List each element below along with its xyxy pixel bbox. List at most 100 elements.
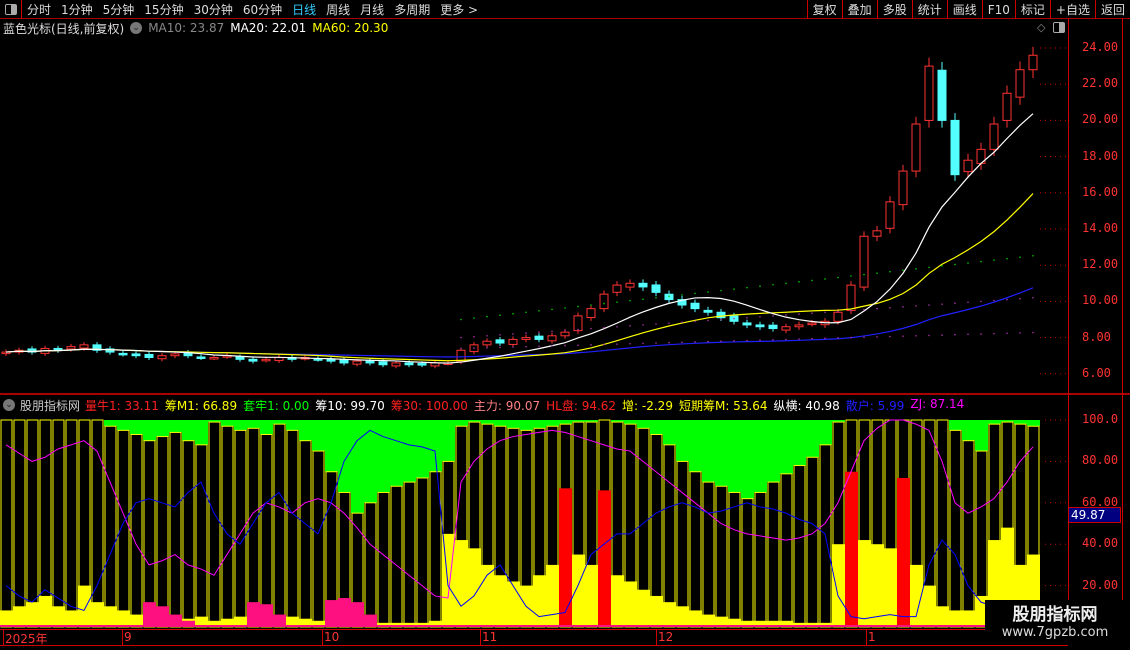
main-force-fill [793, 622, 806, 627]
tab-period-5[interactable]: 60分钟 [242, 2, 283, 17]
candle-body [898, 170, 908, 206]
diamond-icon[interactable]: ◇ [1037, 21, 1046, 34]
candle [1002, 85, 1012, 128]
price-tick-label: 12.00 [1082, 257, 1119, 272]
candle-body [625, 282, 635, 288]
dotted-support-mark [551, 345, 553, 347]
tab-period-6[interactable]: 日线 [292, 2, 317, 17]
main-force-fill [741, 620, 754, 627]
main-force-fill [195, 616, 208, 627]
candle-body [157, 355, 167, 360]
candle-body [781, 326, 791, 331]
candle [885, 196, 895, 234]
dotted-support-mark [707, 319, 709, 322]
indicator-bar [884, 419, 897, 628]
candle-body [118, 352, 128, 356]
main-force-fill [884, 548, 897, 627]
toolbar-button-4[interactable]: 画线 [946, 0, 982, 19]
green-area [117, 420, 130, 431]
tab-period-3[interactable]: 15分钟 [144, 2, 184, 17]
dotted-support-mark [655, 296, 657, 299]
candle-body [248, 358, 258, 362]
legend-item: 筹30: 100.00 [390, 398, 468, 413]
green-area [143, 420, 156, 441]
panel-toggle-icon[interactable] [1053, 22, 1065, 33]
green-area [156, 420, 169, 437]
dotted-support-mark [577, 344, 579, 347]
toolbar-button-2[interactable]: 多股 [876, 0, 912, 19]
dotted-support-mark [694, 320, 696, 323]
tab-period-9[interactable]: 多周期 [394, 2, 431, 17]
tab-period-0[interactable]: 分时 [27, 2, 52, 17]
tab-period-2[interactable]: 5分钟 [102, 2, 135, 17]
dotted-support-mark [460, 318, 462, 321]
main-force-fill [910, 564, 923, 627]
candle [794, 321, 804, 330]
candle [651, 281, 661, 297]
green-area [585, 420, 598, 423]
indicator-bar [390, 420, 403, 628]
right-side-strip[interactable] [1122, 19, 1130, 631]
indicator-bar [520, 420, 533, 628]
main-force-fill [0, 610, 13, 627]
toolbar-button-3[interactable]: 统计 [911, 0, 947, 19]
green-area [260, 420, 273, 435]
chip-bar [936, 419, 949, 628]
dotted-support-mark [980, 300, 982, 303]
indicator-bar [156, 420, 169, 628]
chip-bar [793, 465, 806, 628]
dotted-support-mark [902, 335, 904, 337]
dotted-support-mark [525, 345, 527, 348]
tab-period-7[interactable]: 周线 [326, 2, 351, 17]
dotted-support-mark [538, 331, 540, 333]
tab-period-1[interactable]: 1分钟 [61, 2, 93, 17]
toolbar-button-5[interactable]: F10 [981, 0, 1015, 19]
dotted-support-mark [668, 295, 670, 298]
chevron-down-icon[interactable]: ⌄ [130, 22, 143, 34]
candle-body [495, 339, 505, 344]
toolbar-button-1[interactable]: 叠加 [841, 0, 877, 19]
dotted-support-mark [980, 333, 982, 335]
dotted-support-mark [629, 342, 631, 345]
candle [157, 353, 167, 362]
toolbar-button-8[interactable]: 返回 [1094, 0, 1130, 19]
legend-item: 散户: 5.99 [845, 398, 905, 413]
candle-body [833, 311, 843, 322]
candle-body [1015, 69, 1025, 98]
toolbar-button-0[interactable]: 复权 [806, 0, 842, 19]
price-tick-label: 8.00 [1082, 329, 1111, 344]
dotted-support-mark [876, 336, 878, 338]
main-force-fill [715, 616, 728, 627]
main-force-fill [780, 620, 793, 627]
main-force-fill [312, 620, 325, 627]
pane-divider[interactable] [0, 393, 1130, 395]
green-area [234, 420, 247, 431]
tab-period-4[interactable]: 30分钟 [193, 2, 233, 17]
dotted-support-mark [785, 338, 787, 341]
candle-body [365, 360, 375, 364]
legend-item: 筹10: 99.70 [315, 398, 385, 413]
toolbar-button-7[interactable]: +自选 [1049, 0, 1095, 19]
price-tick-label: 18.00 [1082, 148, 1119, 163]
dotted-support-mark [525, 332, 527, 334]
dotted-support-mark [499, 314, 501, 316]
dotted-support-mark [876, 272, 878, 274]
dotted-support-mark [473, 317, 475, 319]
chevron-down-icon[interactable]: ⌄ [3, 399, 15, 411]
green-area [442, 420, 455, 462]
indicator-chart[interactable] [0, 395, 1068, 629]
tab-period-10[interactable]: 更多 > [440, 2, 479, 17]
indicator-bar [416, 420, 429, 628]
dotted-support-mark [1006, 257, 1008, 260]
indicator-bar [871, 419, 884, 628]
price-chart[interactable] [0, 37, 1068, 393]
main-force-fill [611, 575, 624, 627]
indicator-bar [195, 420, 208, 628]
zj-line [5, 419, 1034, 599]
candle-body [66, 346, 76, 350]
toolbar-button-6[interactable]: 标记 [1014, 0, 1050, 19]
main-force-fill [221, 618, 234, 627]
tab-period-8[interactable]: 月线 [360, 2, 385, 17]
dotted-support-mark [473, 335, 475, 338]
panel-toggle-icon[interactable] [0, 0, 22, 19]
